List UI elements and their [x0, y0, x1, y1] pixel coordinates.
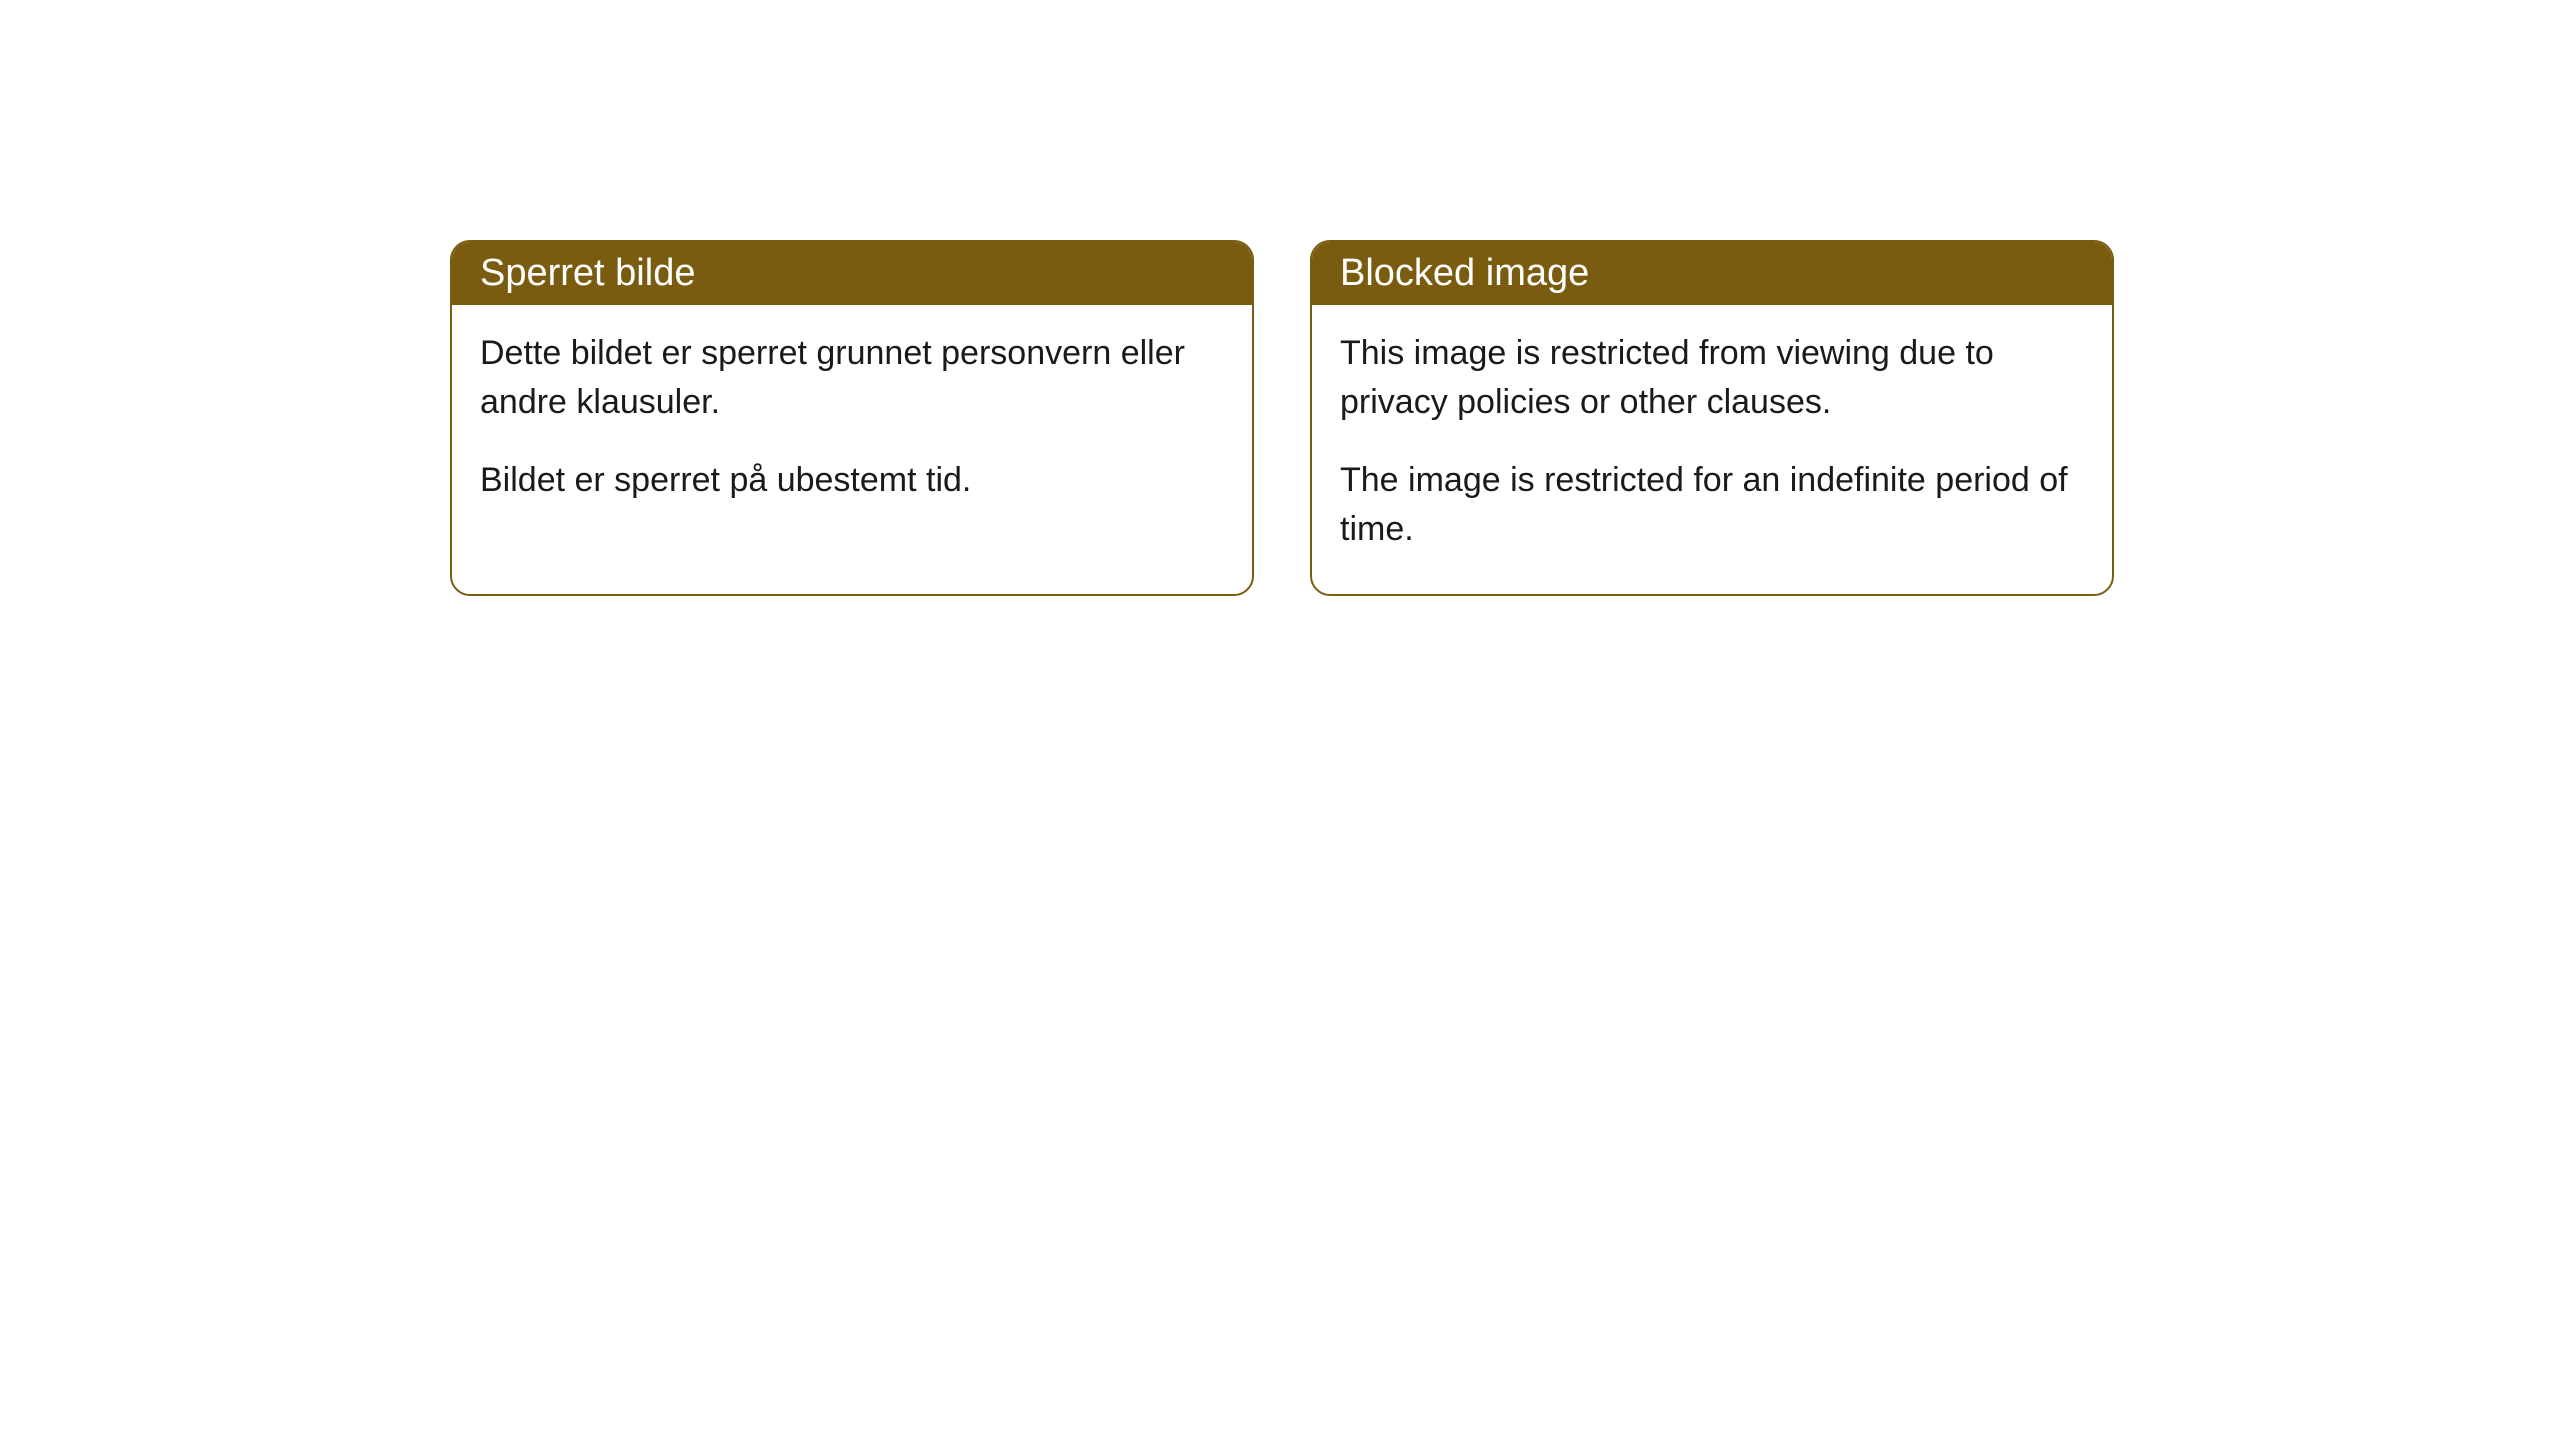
card-header-norwegian: Sperret bilde [452, 242, 1252, 305]
card-title-norwegian: Sperret bilde [480, 252, 695, 294]
card-paragraph-1-norwegian: Dette bildet er sperret grunnet personve… [480, 329, 1224, 428]
card-paragraph-2-english: The image is restricted for an indefinit… [1340, 456, 2084, 555]
notice-cards-container: Sperret bilde Dette bildet er sperret gr… [450, 240, 2560, 596]
card-title-english: Blocked image [1340, 252, 1589, 294]
notice-card-norwegian: Sperret bilde Dette bildet er sperret gr… [450, 240, 1254, 596]
notice-card-english: Blocked image This image is restricted f… [1310, 240, 2114, 596]
card-body-norwegian: Dette bildet er sperret grunnet personve… [452, 305, 1252, 545]
card-paragraph-1-english: This image is restricted from viewing du… [1340, 329, 2084, 428]
card-body-english: This image is restricted from viewing du… [1312, 305, 2112, 594]
card-header-english: Blocked image [1312, 242, 2112, 305]
card-paragraph-2-norwegian: Bildet er sperret på ubestemt tid. [480, 456, 1224, 505]
